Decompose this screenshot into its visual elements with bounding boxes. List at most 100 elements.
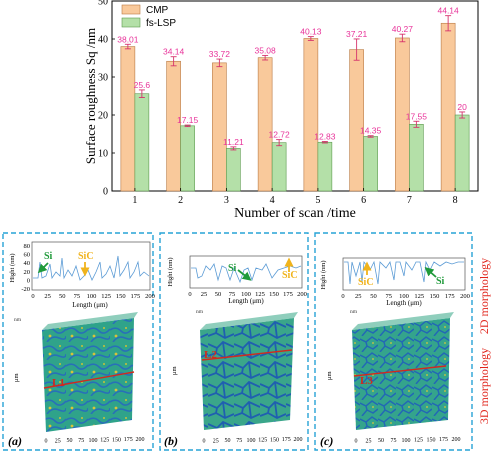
y-axis-label: Surface roughness Sq /nm: [83, 28, 98, 164]
data-label: 17.55: [406, 111, 428, 121]
x-tick-label: 7: [407, 195, 412, 206]
panel-a-profile-xlabel: Length (μm): [72, 301, 108, 309]
panel-b-profile-line: [191, 263, 302, 284]
data-label: 11.21: [223, 137, 244, 147]
profile-x-tick-label: 0: [188, 291, 191, 298]
panel-a-profile-line: [33, 255, 150, 281]
profile-x-tick-label: 125: [414, 293, 424, 300]
3d-x-tick-label: 150: [270, 437, 279, 443]
panel-c-profile-line: [344, 260, 464, 285]
profile-x-tick-label: 200: [145, 293, 155, 300]
panel-c: 0 25 50 75 100 125 150 175 200 Hight (nm) Length…: [320, 257, 470, 448]
panel-c-tag: (c): [320, 434, 333, 448]
error-bar: [367, 135, 374, 138]
error-bar: [216, 58, 223, 68]
3d-x-tick-label: 0: [45, 439, 48, 445]
panel-b-si-label: Si: [228, 263, 237, 274]
profile-x-tick-label: 25: [44, 293, 51, 300]
profile-x-tick-label: 75: [74, 293, 81, 300]
panel-c-profile-ylabel: Hight (nm): [320, 260, 327, 289]
profile-x-tick-label: 150: [269, 291, 279, 298]
panel-b-sic-label: SiC: [282, 270, 298, 281]
3d-x-tick-label: 25: [55, 438, 61, 444]
3d-x-tick-label: 75: [78, 438, 84, 444]
panel-a-tag: (a): [8, 434, 22, 448]
panel-a-si-arrow: [37, 262, 49, 274]
panel-b-frame: [159, 232, 309, 451]
x-tick-label: 3: [224, 195, 229, 206]
profile-x-tick-label: 200: [460, 293, 470, 300]
y-axis: 0 10 20 30 40 50: [98, 0, 115, 198]
profile-y-tick-label: 20: [24, 269, 31, 276]
panel-a-profile-frame: [31, 241, 151, 291]
x-tick-label: 1: [132, 195, 137, 206]
3d-x-tick-label: 50: [378, 438, 384, 444]
data-label: 33.72: [209, 49, 231, 59]
profile-x-tick-label: 175: [445, 293, 455, 300]
3d-x-tick-label: 75: [391, 438, 397, 444]
profile-x-tick-label: 0: [31, 293, 34, 300]
x-tick-label: 4: [270, 195, 275, 206]
profile-x-tick-label: 125: [255, 291, 265, 298]
3d-x-tick-label: 125: [258, 438, 267, 444]
error-bar: [459, 111, 466, 119]
error-bar: [445, 15, 452, 32]
3d-x-tick-label: 150: [427, 437, 436, 443]
side-label-3d: 3D morphology: [477, 348, 491, 424]
panel-b-line-label: L2: [204, 349, 217, 361]
profile-x-tick-label: 175: [131, 293, 141, 300]
data-label: 34.14: [163, 47, 185, 57]
error-bar: [321, 141, 328, 144]
data-label: 44.14: [437, 6, 459, 16]
profile-x-tick-label: 100: [87, 293, 97, 300]
data-label: 40.13: [300, 27, 322, 37]
y-tick-label: 20: [98, 111, 108, 122]
data-label: 12.83: [314, 131, 336, 141]
y-tick-label: 50: [98, 0, 108, 8]
error-bar: [413, 120, 420, 128]
3d-x-tick-label: 0: [355, 439, 358, 445]
x-axis-label: Number of scan /time: [234, 206, 356, 221]
panel-a-line-marker: [43, 371, 135, 389]
data-label: 17.15: [177, 115, 199, 125]
profile-x-tick-label: 50: [59, 293, 66, 300]
profile-y-tick-label: 80: [24, 243, 31, 250]
profile-x-tick-label: 50: [370, 293, 377, 300]
error-bar: [307, 36, 314, 41]
profile-x-tick-label: 200: [297, 291, 307, 298]
profile-x-tick-label: 175: [283, 291, 293, 298]
panel-b-line-marker: [201, 349, 293, 361]
bar-fs-lsp-5: [317, 141, 333, 192]
error-bar: [170, 56, 177, 67]
data-label: 12.72: [268, 130, 290, 140]
profile-x-tick-label: 25: [201, 291, 208, 298]
profile-x-tick-label: 150: [430, 293, 440, 300]
3d-x-tick-label: 125: [414, 438, 423, 444]
profile-y-tick-label: -20: [21, 286, 30, 293]
panel-a-3d-ylabel: μm: [13, 373, 20, 382]
error-bar: [262, 54, 269, 61]
legend-swatch-cmp: [121, 4, 141, 15]
profile-x-tick-label: 100: [241, 291, 251, 298]
data-label: 38.01: [117, 34, 139, 44]
panel-b-3d-ylabel: μm: [171, 366, 178, 375]
3d-x-tick-label: 175: [124, 437, 133, 443]
error-bar: [138, 89, 145, 98]
x-tick-label: 6: [361, 195, 366, 206]
panel-b-3d-unit: nm: [196, 309, 204, 315]
error-bar: [230, 146, 237, 151]
error-bar: [184, 124, 191, 128]
bar-cmp-8: [440, 22, 456, 192]
panel-c-profile-xlabel: Length (μm): [386, 299, 422, 307]
x-tick-label: 5: [315, 195, 320, 206]
y-tick-label: 0: [103, 187, 108, 198]
3d-x-tick-label: 100: [402, 438, 411, 444]
plot-frame: [111, 0, 479, 192]
panel-c-si-label: Si: [436, 276, 445, 287]
panel-c-profile-frame: [342, 257, 466, 291]
panel-a-profile-ylabel: Hight (nm): [9, 253, 16, 282]
side-label-2d: 2D morphology: [477, 258, 491, 334]
panel-b-tag: (b): [164, 434, 178, 448]
3d-x-tick-label: 50: [225, 438, 231, 444]
